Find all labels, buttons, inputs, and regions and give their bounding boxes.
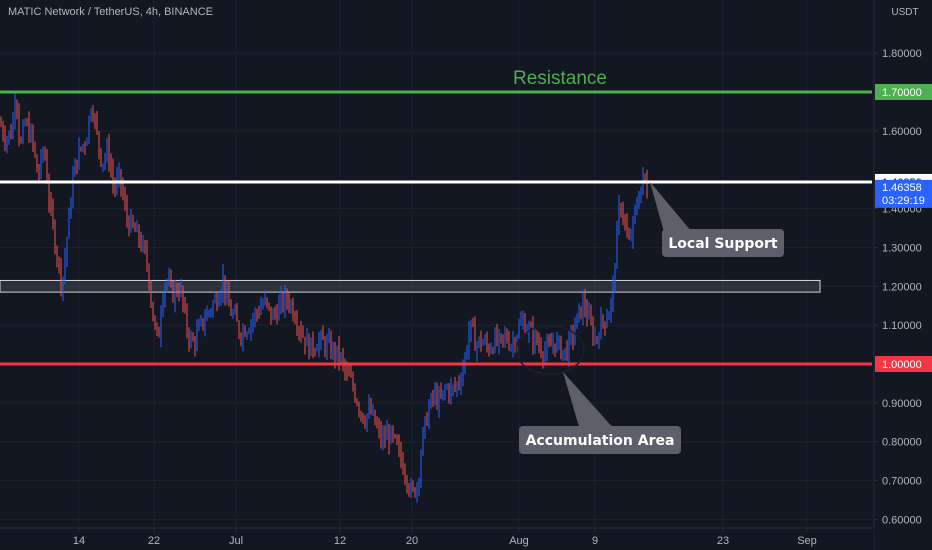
level-price-tag bbox=[875, 356, 932, 372]
price-tick-label: 1.30000 bbox=[882, 242, 922, 254]
level-price-tag-text: 1.00000 bbox=[882, 359, 922, 371]
price-tick-label: 1.60000 bbox=[882, 126, 922, 138]
time-tick-label: 12 bbox=[334, 535, 346, 547]
candles bbox=[0, 93, 648, 503]
time-axis[interactable]: 14 22 Jul 12 20 Aug 9 23 Sep bbox=[0, 527, 874, 550]
symbol-title: MATIC Network / TetherUS, 4h, BINANCE bbox=[8, 6, 213, 18]
support-zone-box bbox=[0, 279, 821, 293]
price-tick-label: 0.60000 bbox=[882, 514, 922, 526]
time-tick-label: 22 bbox=[148, 535, 160, 547]
last-price-tag bbox=[875, 179, 932, 208]
price-tick-label: 1.80000 bbox=[882, 48, 922, 60]
time-tick-label: Jul bbox=[229, 535, 243, 547]
price-tick-label: 1.10000 bbox=[882, 320, 922, 332]
level-price-tag-text: 1.70000 bbox=[882, 87, 922, 99]
annotations: Resistance Local Support Accumulation Area bbox=[513, 68, 784, 454]
local-support-callout-box bbox=[662, 229, 784, 257]
accumulation-callout[interactable]: Accumulation Area bbox=[519, 372, 681, 454]
level-price-tag bbox=[875, 84, 932, 100]
price-axis-bg bbox=[874, 0, 932, 550]
time-tick-label: Sep bbox=[797, 535, 817, 547]
time-tick-label: 14 bbox=[73, 535, 85, 547]
time-tick-label: 23 bbox=[717, 535, 729, 547]
accumulation-callout-box bbox=[519, 426, 681, 454]
currency-label: USDT bbox=[891, 7, 918, 18]
price-axis[interactable]: USDT1.800001.600001.400001.300001.200001… bbox=[873, 0, 932, 550]
time-axis-bg bbox=[0, 528, 874, 550]
price-tick-label: 0.90000 bbox=[882, 398, 922, 410]
price-levels bbox=[0, 90, 872, 366]
time-tick-label: Aug bbox=[509, 535, 529, 547]
local-support-callout-text: Local Support bbox=[668, 236, 778, 252]
price-tick-label: 0.70000 bbox=[882, 476, 922, 488]
price-tick-label: 0.80000 bbox=[882, 437, 922, 449]
price-tick-label: 1.20000 bbox=[882, 281, 922, 293]
grid bbox=[0, 0, 872, 528]
accumulation-callout-pointer bbox=[563, 372, 615, 430]
accumulation-circle bbox=[515, 325, 585, 375]
local-support-callout-pointer bbox=[650, 182, 692, 232]
time-tick-label: 20 bbox=[406, 535, 418, 547]
resistance-label: Resistance bbox=[513, 68, 607, 89]
last-price-text: 1.46358 bbox=[882, 182, 922, 194]
support-zone bbox=[0, 279, 821, 293]
accumulation-callout-text: Accumulation Area bbox=[526, 433, 675, 449]
time-tick-label: 9 bbox=[592, 535, 598, 547]
local-support-callout[interactable]: Local Support bbox=[650, 182, 784, 257]
candle-countdown-text: 03:29:19 bbox=[882, 195, 925, 207]
